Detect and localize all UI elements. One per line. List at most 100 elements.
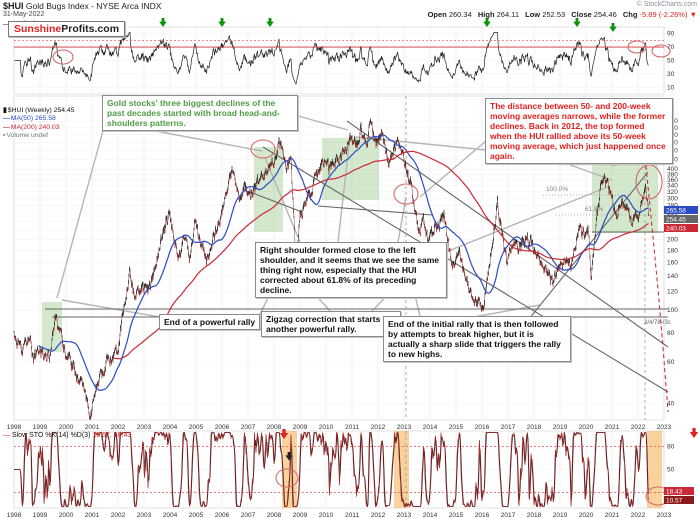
ohlc-readout: Open 260.34 High 264.11 Low 252.53 Close… (424, 10, 697, 19)
last-value-text: 240.03 (666, 226, 686, 233)
ma50-line (38, 134, 649, 391)
x-axis-year-label: 1999 (33, 424, 48, 431)
x-axis-year-label: 2001 (85, 512, 100, 518)
x-axis-year-label: 2004 (163, 424, 178, 431)
x-axis-year-label: 2016 (475, 512, 490, 518)
red-ellipse-highlight (52, 49, 74, 65)
last-value-text: 10.57 (666, 498, 683, 505)
x-axis-year-label: 2003 (137, 512, 152, 518)
close-value: 254.46 (593, 10, 617, 19)
x-axis-year-label: 1998 (7, 512, 22, 518)
x-axis-year-label: 2008 (267, 424, 282, 431)
price-axis-label: 180 (667, 247, 678, 254)
projection-dashed-line (645, 165, 669, 413)
red-ellipse-highlight (627, 40, 647, 54)
fib-label: 61.8% (585, 206, 604, 213)
x-axis-year-label: 2023 (657, 424, 672, 431)
green-down-arrow-icon (483, 18, 491, 27)
logo-part-1: Sunshine (14, 23, 62, 35)
line-swatch-icon: — (3, 19, 11, 28)
red-ellipse-highlight (651, 44, 671, 58)
callout-line (435, 185, 611, 257)
chart-date: 31-May-2022 (3, 11, 45, 18)
annotation-rally-end: End of a powerful rally (159, 314, 261, 331)
hs-pattern-highlight (42, 302, 62, 352)
trendline (317, 205, 433, 216)
stoch-axis-label: 80 (667, 443, 675, 450)
red-down-arrow-icon (689, 428, 699, 438)
x-axis-year-label: 2000 (59, 512, 74, 518)
callout-line (419, 140, 487, 198)
stoch-legend: — Slow STO %K(14) %D(3) 10.57, 18.43 (3, 432, 131, 439)
x-axis-year-label: 2018 (527, 424, 542, 431)
price-axis-label: 200 (667, 237, 678, 244)
price-axis-label: 300 (667, 195, 678, 202)
stoch-name: Slow STO %K(14) %D(3) (11, 432, 91, 439)
x-axis-year-label: 2014 (423, 424, 438, 431)
stoch-d-line (14, 431, 649, 508)
x-axis-year-label: 2019 (553, 424, 568, 431)
x-axis-year-label: 2008 (267, 512, 282, 518)
chg-value: -5.89 (-2.26%) (639, 10, 688, 19)
hs-pattern-highlight (322, 138, 379, 200)
x-axis-year-label: 2021 (605, 512, 620, 518)
x-axis-year-label: 2018 (527, 512, 542, 518)
high-value: 264.11 (496, 10, 520, 19)
legend-volume: Volume undef (6, 132, 48, 140)
stoch-values: 10.57, 18.43 (92, 432, 132, 439)
rsi-axis-label: 10 (667, 84, 675, 91)
x-axis-year-label: 2006 (215, 424, 230, 431)
last-value-box (664, 224, 698, 232)
annotation-hs-patterns: Gold stocks' three biggest declines of t… (102, 95, 298, 132)
down-triangle-icon: ▼ (689, 10, 697, 19)
black-down-arrow-icon (285, 452, 293, 461)
rsi-axis-label: 30 (667, 71, 675, 78)
x-axis-year-label: 2010 (319, 424, 334, 431)
ma200-line (113, 150, 649, 360)
green-down-arrow-icon (159, 18, 167, 27)
callout-line (397, 196, 407, 243)
x-axis-year-label: 2010 (319, 512, 334, 518)
x-axis-year-label: 2000 (59, 424, 74, 431)
x-axis-year-label: 2022 (631, 512, 646, 518)
close-label: Close (571, 10, 592, 19)
x-axis-year-label: 2011 (345, 512, 359, 518)
red-ellipse-highlight (393, 183, 419, 205)
price-axis-label: 320 (667, 189, 678, 196)
open-value: 260.34 (448, 10, 472, 19)
price-axis-label: 100 (667, 307, 678, 314)
price-axis-label: 380 (667, 171, 678, 178)
red-ellipse-highlight (635, 164, 663, 200)
annotation-moving-averages: The distance between 50- and 200-week mo… (485, 98, 673, 165)
x-axis-year-label: 2016 (475, 424, 490, 431)
callout-line (473, 304, 541, 318)
last-value-box (664, 496, 694, 504)
x-axis-year-label: 2017 (501, 512, 516, 518)
stoch-k-line (14, 431, 649, 508)
x-axis-year-label: 2022 (631, 424, 646, 431)
symbol-name: Gold Bugs Index - NYSE Arca INDX (23, 1, 162, 11)
chart-title: $HUI Gold Bugs Index - NYSE Arca INDX (3, 1, 161, 11)
x-axis-year-label: 2012 (371, 424, 386, 431)
x-axis-year-label: 2007 (241, 512, 256, 518)
x-axis-year-label: 2015 (449, 512, 464, 518)
price-axis-label: 60 (667, 359, 675, 366)
red-ellipse-highlight (275, 468, 299, 488)
green-down-arrow-icon (218, 18, 226, 27)
x-axis-year-label: 2013 (397, 424, 412, 431)
x-axis-year-label: 2012 (371, 512, 386, 518)
callout-line (56, 126, 105, 299)
rsi-axis-label: 70 (667, 44, 675, 51)
rsi-axis-label: 90 (667, 31, 675, 38)
x-axis-year-label: 2020 (579, 512, 594, 518)
legend-symbol-line: $HUI (Weekly) 254.45 (7, 107, 75, 114)
line-swatch-icon: — (3, 432, 10, 439)
x-axis-year-label: 2002 (111, 424, 126, 431)
x-axis-year-label: 2019 (553, 512, 568, 518)
price-axis-label: 360 (667, 177, 678, 184)
rsi-axis-label: 50 (667, 58, 675, 65)
last-value-text: 254.45 (666, 217, 686, 224)
callout-line (149, 129, 263, 152)
